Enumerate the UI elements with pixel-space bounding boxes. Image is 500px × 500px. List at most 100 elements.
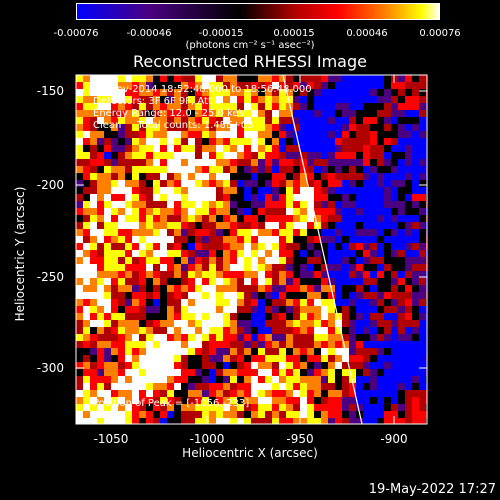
image-pixel xyxy=(384,166,391,173)
image-pixel xyxy=(167,404,174,411)
image-pixel xyxy=(328,397,335,404)
image-pixel xyxy=(104,243,111,250)
image-pixel xyxy=(265,250,272,257)
image-pixel xyxy=(272,264,279,271)
image-pixel xyxy=(342,257,349,264)
image-pixel xyxy=(279,222,286,229)
image-pixel xyxy=(384,362,391,369)
image-pixel xyxy=(391,376,398,383)
image-pixel xyxy=(293,215,300,222)
image-pixel xyxy=(209,306,216,313)
image-pixel xyxy=(279,250,286,257)
image-pixel xyxy=(363,173,370,180)
image-pixel xyxy=(258,103,265,110)
image-pixel xyxy=(398,187,405,194)
image-pixel xyxy=(76,82,83,89)
image-pixel xyxy=(90,159,97,166)
image-pixel xyxy=(83,145,90,152)
image-pixel xyxy=(209,215,216,222)
image-pixel xyxy=(377,341,384,348)
image-pixel xyxy=(286,166,293,173)
image-pixel xyxy=(286,222,293,229)
image-pixel xyxy=(202,222,209,229)
image-pixel xyxy=(286,376,293,383)
y-tick-label: -250 xyxy=(36,270,64,284)
image-pixel xyxy=(356,222,363,229)
image-pixel xyxy=(76,327,83,334)
image-pixel xyxy=(265,166,272,173)
image-pixel xyxy=(300,229,307,236)
image-pixel xyxy=(328,411,335,418)
image-pixel xyxy=(153,110,160,117)
image-pixel xyxy=(83,348,90,355)
image-pixel xyxy=(370,257,377,264)
image-pixel xyxy=(139,124,146,131)
image-pixel xyxy=(209,418,216,424)
image-pixel xyxy=(167,306,174,313)
image-pixel xyxy=(405,306,412,313)
image-pixel xyxy=(209,180,216,187)
image-pixel xyxy=(139,348,146,355)
image-pixel xyxy=(356,166,363,173)
image-pixel xyxy=(223,390,230,397)
image-pixel xyxy=(286,131,293,138)
image-pixel xyxy=(104,236,111,243)
image-pixel xyxy=(349,75,356,82)
image-pixel xyxy=(286,194,293,201)
image-pixel xyxy=(272,404,279,411)
image-pixel xyxy=(398,348,405,355)
image-pixel xyxy=(97,341,104,348)
image-pixel xyxy=(377,152,384,159)
image-pixel xyxy=(258,320,265,327)
image-pixel xyxy=(202,390,209,397)
image-pixel xyxy=(125,117,132,124)
image-pixel xyxy=(90,215,97,222)
image-pixel xyxy=(251,110,258,117)
image-pixel xyxy=(328,75,335,82)
image-pixel xyxy=(363,411,370,418)
image-pixel xyxy=(321,152,328,159)
image-pixel xyxy=(132,89,139,96)
image-pixel xyxy=(188,215,195,222)
image-pixel xyxy=(76,180,83,187)
image-pixel xyxy=(230,124,237,131)
image-pixel xyxy=(258,383,265,390)
image-pixel xyxy=(251,355,258,362)
image-pixel xyxy=(391,271,398,278)
image-pixel xyxy=(132,75,139,82)
image-pixel xyxy=(307,411,314,418)
image-pixel xyxy=(202,82,209,89)
image-pixel xyxy=(419,124,426,131)
image-pixel xyxy=(181,418,188,424)
image-pixel xyxy=(342,250,349,257)
image-pixel xyxy=(377,215,384,222)
image-pixel xyxy=(118,390,125,397)
image-pixel xyxy=(335,152,342,159)
image-pixel xyxy=(314,292,321,299)
image-pixel xyxy=(321,390,328,397)
image-pixel xyxy=(237,75,244,82)
image-pixel xyxy=(174,299,181,306)
image-pixel xyxy=(76,173,83,180)
image-pixel xyxy=(230,334,237,341)
image-pixel xyxy=(391,236,398,243)
image-pixel xyxy=(104,117,111,124)
image-pixel xyxy=(314,187,321,194)
image-pixel xyxy=(279,376,286,383)
image-pixel xyxy=(251,159,258,166)
image-pixel xyxy=(160,383,167,390)
image-pixel xyxy=(139,82,146,89)
image-pixel xyxy=(76,138,83,145)
image-pixel xyxy=(83,138,90,145)
image-pixel xyxy=(405,124,412,131)
image-pixel xyxy=(412,222,419,229)
image-pixel xyxy=(160,96,167,103)
image-pixel xyxy=(125,341,132,348)
image-pixel xyxy=(83,334,90,341)
image-pixel xyxy=(419,110,426,117)
axis-tick-marks xyxy=(76,75,427,424)
image-pixel xyxy=(286,229,293,236)
image-pixel xyxy=(314,348,321,355)
image-pixel xyxy=(160,313,167,320)
image-pixel xyxy=(265,383,272,390)
